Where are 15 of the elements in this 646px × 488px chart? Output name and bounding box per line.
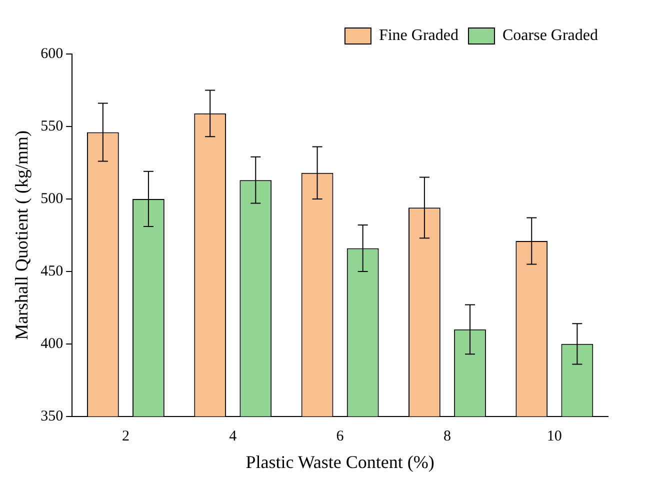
x-tick-label: 8: [443, 428, 451, 444]
x-tick-label: 6: [336, 428, 344, 444]
y-tick-label: 450: [40, 263, 64, 280]
legend-label: Fine Graded: [378, 27, 458, 44]
y-tick-label: 400: [40, 336, 64, 352]
y-tick-label: 500: [40, 190, 64, 207]
x-tick-label: 10: [546, 428, 562, 444]
legend-label: Coarse Graded: [502, 27, 598, 44]
x-axis-title: Plastic Waste Content (%): [246, 452, 434, 472]
y-tick-label: 550: [40, 118, 64, 134]
y-axis-title: Marshall Quotient ( (kg/mm): [12, 130, 32, 340]
x-tick-label: 4: [229, 428, 238, 444]
y-tick-label: 600: [40, 46, 64, 62]
x-tick-label: 2: [122, 428, 130, 444]
y-tick-label: 350: [40, 408, 64, 424]
